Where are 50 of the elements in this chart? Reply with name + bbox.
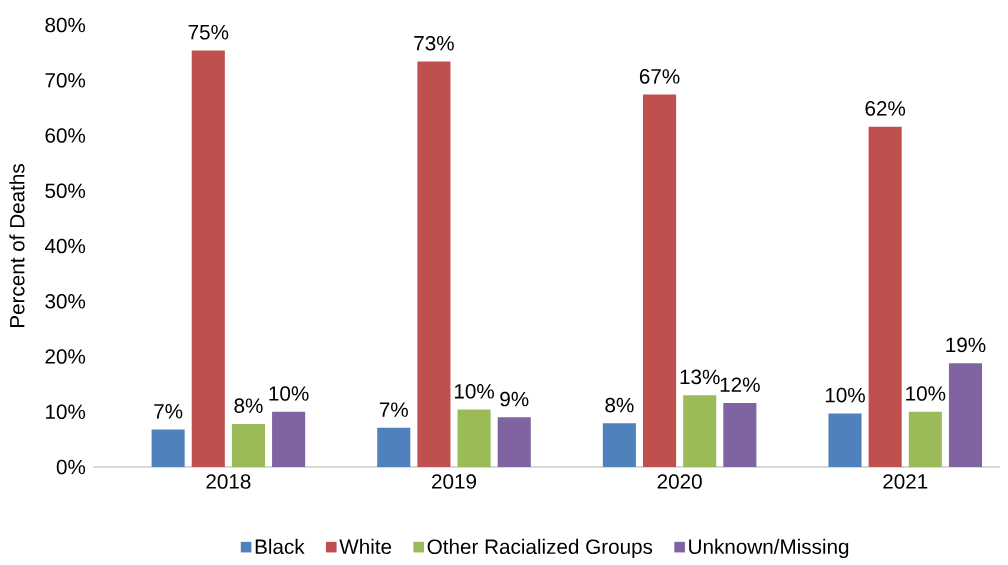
y-tick-label: 50%	[45, 183, 86, 199]
data-label: 7%	[154, 404, 183, 419]
bar	[272, 411, 306, 467]
bar	[948, 363, 983, 467]
data-label: 13%	[680, 369, 720, 385]
y-tick-label: 70%	[45, 72, 86, 88]
x-tick-label: 2021	[883, 474, 928, 489]
bar	[828, 413, 862, 467]
bar	[723, 402, 757, 467]
x-tick-label: 2020	[657, 474, 702, 489]
data-label: 8%	[605, 397, 634, 413]
bar	[643, 94, 677, 467]
legend-label: White	[339, 538, 392, 555]
bar	[908, 411, 942, 467]
y-tick-label: 20%	[45, 349, 86, 364]
data-label: 8%	[234, 398, 263, 413]
bar	[151, 429, 185, 467]
data-label: 7%	[379, 402, 408, 417]
bar	[191, 50, 225, 467]
legend-label: Black	[255, 538, 305, 555]
data-label: 12%	[720, 377, 760, 392]
y-tick-label: 60%	[45, 128, 86, 143]
bar	[457, 409, 491, 467]
data-label: 10%	[906, 386, 946, 401]
legend-label: Other Racialized Groups	[427, 538, 653, 559]
data-label: 9%	[500, 391, 529, 407]
data-label: 10%	[269, 386, 309, 401]
data-label: 19%	[946, 337, 986, 353]
bar	[602, 423, 636, 467]
data-label: 75%	[188, 24, 229, 40]
y-tick-label: 0%	[56, 459, 86, 475]
bar	[231, 423, 265, 467]
bar	[683, 395, 717, 467]
data-label: 73%	[414, 35, 454, 51]
bar	[868, 126, 902, 467]
y-axis-title: Percent of Deaths	[9, 164, 25, 328]
y-tick-label: 80%	[45, 17, 86, 33]
bar	[417, 61, 451, 467]
data-label: 67%	[639, 69, 680, 84]
bar	[497, 417, 531, 467]
x-tick-label: 2018	[206, 474, 251, 489]
bar	[377, 427, 411, 467]
y-tick-label: 10%	[46, 404, 86, 420]
x-tick-label: 2019	[432, 474, 476, 489]
data-label: 10%	[825, 387, 865, 403]
y-tick-label: 30%	[45, 293, 86, 309]
y-tick-label: 40%	[44, 238, 86, 254]
data-label: 10%	[454, 383, 495, 399]
data-label: 62%	[865, 101, 906, 116]
legend-label: Unknown/Missing	[689, 538, 849, 559]
